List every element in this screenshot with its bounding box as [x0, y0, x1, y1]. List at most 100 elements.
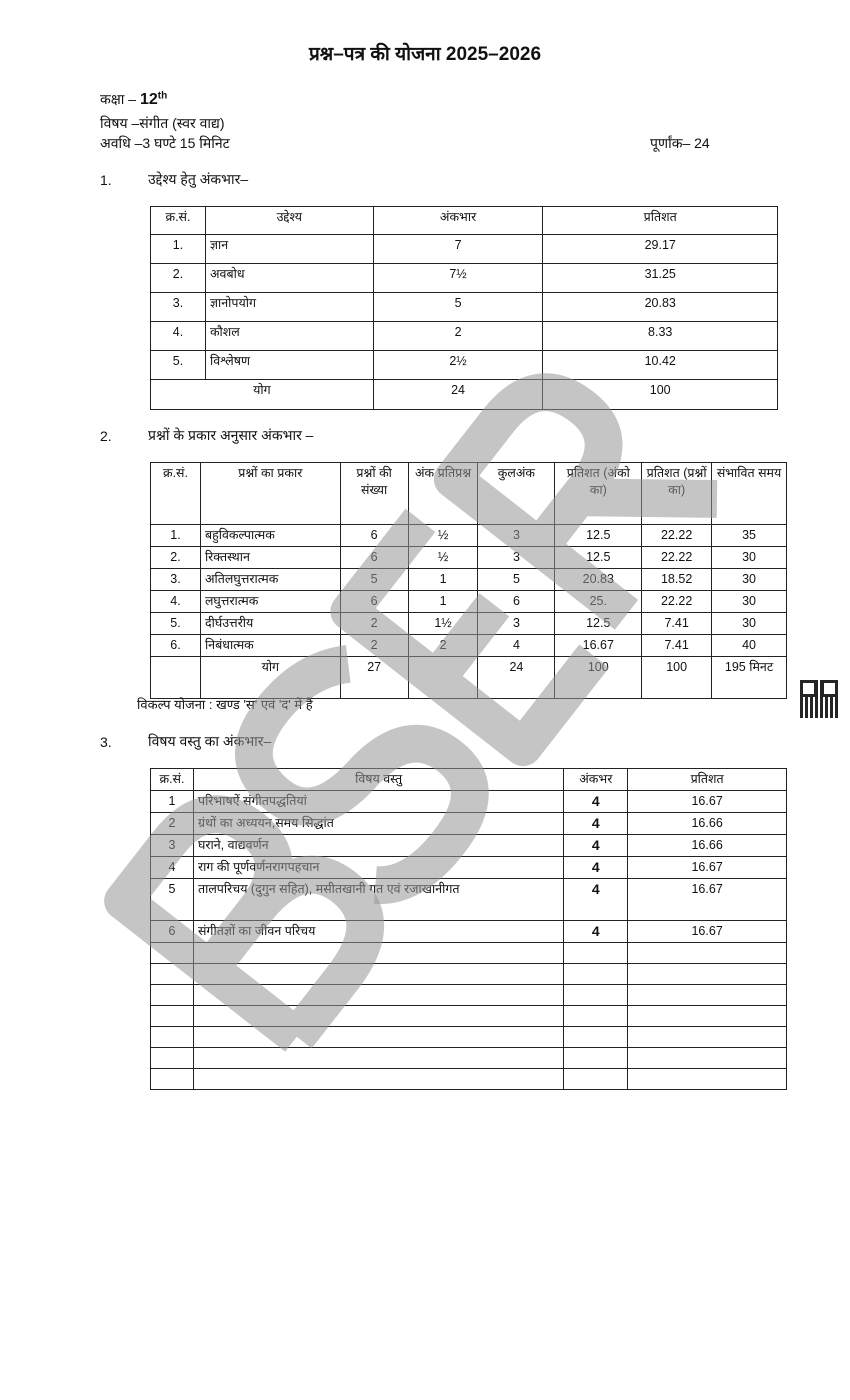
class-line: कक्षा – 12th — [100, 90, 167, 109]
table-cell: 4 — [563, 834, 629, 857]
table-cell: लघुत्तरात्मक — [199, 590, 341, 613]
total-row: योग 27 24 100 100 195 मिनट — [150, 656, 787, 699]
table-cell: कुलअंक — [477, 462, 556, 525]
table-cell: तालपरिचय (दुगुन सहित), मसीतखानी गत एवं र… — [192, 878, 565, 921]
table-cell: 16.67 — [627, 878, 787, 921]
table-cell: 6 — [339, 546, 409, 569]
table-cell: राग की पूर्णवर्णनरागपहचान — [192, 856, 565, 879]
table-cell — [150, 984, 194, 1006]
table-cell: बहुविकल्पात्मक — [199, 524, 341, 547]
table-cell — [563, 1047, 629, 1069]
table-row: 4. लघुत्तरात्मक 6 1 6 25. 22.22 30 — [150, 590, 787, 613]
table-cell: 4 — [477, 634, 556, 657]
table-cell: विषय वस्तु — [192, 768, 565, 791]
table-cell: परिभाषऐं संगीतपद्धतियां — [192, 790, 565, 813]
table-cell: 16.67 — [627, 856, 787, 879]
question-type-table: क्र.सं. प्रश्नों का प्रकार प्रश्नों की संख… — [150, 462, 787, 699]
content-weightage-table: क्र.सं. विषय वस्तु अंकभर प्रतिशत 1 परिभाषऐं स… — [150, 768, 787, 1090]
table-cell: 195 मिनट — [711, 656, 787, 699]
table-cell: ½ — [407, 524, 479, 547]
table-cell: अतिलघुत्तरात्मक — [199, 568, 341, 591]
section1-number: 1. — [100, 172, 112, 188]
table-cell — [192, 1047, 565, 1069]
table-cell: 4 — [150, 856, 194, 879]
table-cell: 6 — [339, 524, 409, 547]
table-cell: योग — [150, 379, 374, 410]
table-row: 5. दीर्घउत्तरीय 2 1½ 3 12.5 7.41 30 — [150, 612, 787, 635]
table-cell — [192, 1068, 565, 1090]
table-cell — [627, 1005, 787, 1027]
table-cell: 30 — [711, 612, 787, 635]
class-sup: th — [157, 90, 168, 102]
table-cell: 8.33 — [542, 321, 778, 351]
table-cell: 5 — [372, 292, 544, 322]
table-cell: विश्लेषण — [204, 350, 374, 380]
table-cell: 4 — [563, 878, 629, 921]
table-cell: 12.5 — [554, 524, 643, 547]
table-cell: 31.25 — [542, 263, 778, 293]
table-cell — [150, 1047, 194, 1069]
table-cell: 16.66 — [627, 812, 787, 835]
empty-row — [150, 942, 787, 964]
table-cell — [192, 984, 565, 1006]
table-cell: निबंधात्मक — [199, 634, 341, 657]
table-cell: क्र.सं. — [150, 462, 201, 525]
table-cell — [150, 1026, 194, 1048]
table-cell: 3. — [150, 292, 206, 322]
table-row: 4 राग की पूर्णवर्णनरागपहचान 4 16.67 — [150, 856, 787, 879]
table-cell: 2½ — [372, 350, 544, 380]
table-cell: 16.67 — [554, 634, 643, 657]
table-cell: 6 — [339, 590, 409, 613]
table-cell: 5. — [150, 350, 206, 380]
table-cell: 1 — [150, 790, 194, 813]
table-cell: क्र.सं. — [150, 206, 206, 235]
table-cell: 100 — [641, 656, 713, 699]
table-cell — [627, 942, 787, 964]
table-cell: 2. — [150, 263, 206, 293]
table-cell: 2 — [339, 634, 409, 657]
section2-number: 2. — [100, 428, 112, 444]
table-cell: 24 — [477, 656, 556, 699]
table-cell: कौशल — [204, 321, 374, 351]
table-cell: 4 — [563, 790, 629, 813]
table-cell — [563, 984, 629, 1006]
table-cell: 5. — [150, 612, 201, 635]
table-cell: 16.67 — [627, 920, 787, 943]
table-cell: 2 — [407, 634, 479, 657]
section2-heading: प्रश्नों के प्रकार अनुसार अंकभार – — [148, 427, 314, 443]
table-cell — [563, 963, 629, 985]
table-cell: 22.22 — [641, 590, 713, 613]
table-row: 3. अतिलघुत्तरात्मक 5 1 5 20.83 18.52 30 — [150, 568, 787, 591]
table-cell: क्र.सं. — [150, 768, 194, 791]
table-cell — [563, 1026, 629, 1048]
table-cell: प्रतिशत (प्रश्नों का) — [641, 462, 713, 525]
section1-heading: उद्देश्य हेतु अंकभार– — [148, 171, 249, 187]
option-scheme-note: विकल्प योजना : खण्ड 'स' एवं 'द' में हैं — [137, 697, 313, 712]
table-cell: 29.17 — [542, 234, 778, 264]
table-cell: 1. — [150, 524, 201, 547]
table-cell — [192, 1005, 565, 1027]
table-cell: 1. — [150, 234, 206, 264]
table-cell: अवबोध — [204, 263, 374, 293]
table-cell: ½ — [407, 546, 479, 569]
table-cell: 30 — [711, 568, 787, 591]
empty-row — [150, 984, 787, 1006]
table-cell: 4 — [563, 920, 629, 943]
table-cell: अंकभर — [563, 768, 629, 791]
table-cell — [150, 1005, 194, 1027]
table-cell: 2 — [372, 321, 544, 351]
table-cell: 20.83 — [554, 568, 643, 591]
empty-row — [150, 963, 787, 985]
objective-weightage-table: क्र.सं. उद्देश्य अंकभार प्रतिशत 1. ज्ञान 7 29.1… — [150, 206, 778, 410]
table-cell — [627, 984, 787, 1006]
table-cell: 5 — [477, 568, 556, 591]
table-header-row: क्र.सं. प्रश्नों का प्रकार प्रश्नों की संख… — [150, 462, 787, 525]
table-cell: 20.83 — [542, 292, 778, 322]
table-header-row: क्र.सं. उद्देश्य अंकभार प्रतिशत — [150, 206, 778, 235]
table-cell: 22.22 — [641, 524, 713, 547]
table-cell: 4 — [563, 856, 629, 879]
table-cell: ग्रंथों का अध्ययन,समय सिद्धांत — [192, 812, 565, 835]
table-cell: 7½ — [372, 263, 544, 293]
empty-row — [150, 1005, 787, 1027]
table-cell: ज्ञानोपयोग — [204, 292, 374, 322]
